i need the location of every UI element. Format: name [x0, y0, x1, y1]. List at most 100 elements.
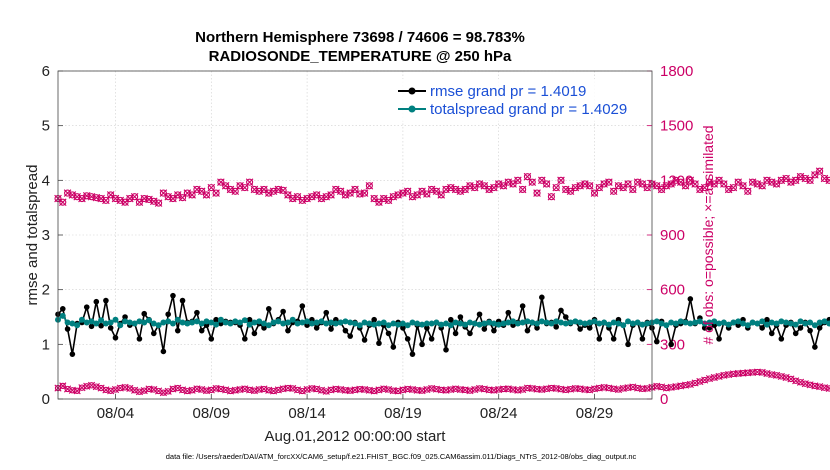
rmse-point: [687, 296, 694, 302]
rmse-point: [409, 351, 416, 357]
totalspread-point: [586, 319, 593, 326]
totalspread-point: [620, 322, 627, 329]
rmse-point: [208, 336, 215, 342]
rmse-point: [371, 316, 377, 323]
totalspread-point: [433, 319, 440, 326]
rmse-point: [448, 316, 454, 323]
obs-possible-point: [815, 167, 824, 176]
totalspread-point: [146, 317, 153, 324]
rmse-point: [179, 297, 186, 304]
totalspread-point: [380, 319, 387, 326]
rmse-point: [577, 326, 583, 332]
rmse-point: [491, 327, 497, 334]
rmse-point: [174, 327, 181, 334]
rmse-line: [57, 295, 830, 355]
totalspread-point: [280, 320, 287, 327]
totalspread-point: [428, 320, 435, 327]
totalspread-point: [663, 322, 670, 329]
rmse-point: [347, 333, 354, 339]
totalspread-point: [797, 318, 804, 325]
chart-title-line-1: Northern Hemisphere 73698 / 74606 = 98.7…: [195, 29, 525, 46]
totalspread-point: [471, 320, 478, 327]
rmse-point: [136, 336, 143, 342]
totalspread-point: [222, 319, 229, 326]
totalspread-point: [246, 321, 253, 328]
obs-possible-point: [365, 182, 374, 190]
totalspread-point: [251, 319, 258, 326]
obs-assimilated-series: [54, 368, 830, 397]
rmse-point: [122, 314, 128, 320]
y-tick-label-right: 1800: [660, 63, 693, 80]
obs-possible-point: [514, 176, 522, 185]
totalspread-point: [768, 319, 775, 326]
totalspread-point: [208, 319, 215, 326]
totalspread-point: [361, 319, 368, 326]
totalspread-point: [112, 316, 119, 323]
totalspread-point: [174, 316, 181, 323]
totalspread-point: [390, 320, 397, 327]
totalspread-point: [807, 319, 814, 326]
obs-possible-point: [552, 183, 560, 192]
totalspread-point: [366, 320, 373, 327]
rmse-point: [524, 327, 531, 334]
totalspread-point: [328, 319, 335, 326]
rmse-point: [596, 336, 603, 342]
totalspread-point: [203, 318, 210, 325]
totalspread-point: [304, 318, 311, 325]
totalspread-point: [787, 320, 794, 327]
rmse-point: [299, 303, 306, 309]
totalspread-point: [519, 319, 526, 326]
rmse-point: [194, 309, 200, 316]
totalspread-point: [438, 321, 445, 328]
totalspread-point: [562, 320, 569, 327]
rmse-point: [400, 325, 406, 331]
totalspread-point: [347, 319, 354, 326]
totalspread-point: [677, 318, 684, 325]
totalspread-point: [672, 320, 679, 327]
rmse-point: [313, 325, 320, 331]
totalspread-point: [557, 319, 564, 326]
rmse-point: [534, 325, 540, 331]
rmse-point: [424, 325, 430, 331]
rmse-point: [428, 336, 435, 342]
obs-possible-point: [260, 185, 268, 194]
rmse-point: [668, 341, 674, 348]
rmse-point: [467, 330, 473, 337]
totalspread-point: [342, 318, 349, 325]
totalspread-point: [505, 319, 512, 326]
totalspread-point: [763, 321, 770, 328]
totalspread-point: [543, 319, 550, 326]
totalspread-point: [730, 319, 737, 326]
y-tick-label-right: 1500: [660, 118, 693, 135]
legend-rmse-label: rmse grand pr = 1.4019: [430, 83, 586, 100]
rmse-point: [151, 330, 157, 337]
obs-possible-point: [59, 198, 67, 206]
totalspread-point: [371, 321, 378, 328]
totalspread-point: [811, 322, 818, 329]
totalspread-point: [337, 319, 344, 326]
rmse-point: [165, 311, 171, 318]
totalspread-point: [447, 322, 454, 329]
totalspread-point: [155, 322, 162, 329]
totalspread-point: [591, 318, 598, 325]
totalspread-point: [538, 318, 545, 325]
rmse-point: [816, 325, 823, 331]
rmse-point: [481, 326, 488, 332]
rmse-point: [112, 334, 119, 341]
totalspread-point: [610, 319, 617, 326]
totalspread-point: [265, 322, 272, 329]
obs-possible-point: [533, 189, 541, 197]
totalspread-point: [332, 320, 339, 327]
obs-possible-point: [518, 185, 527, 194]
totalspread-point: [615, 320, 622, 327]
totalspread-point: [414, 320, 421, 327]
totalspread-point: [308, 320, 315, 327]
totalspread-point: [462, 321, 469, 328]
totalspread-point: [668, 319, 675, 326]
rmse-point: [385, 330, 392, 337]
rmse-point: [443, 347, 449, 353]
totalspread-point: [284, 319, 291, 326]
totalspread-point: [150, 320, 157, 327]
rmse-point: [539, 294, 545, 301]
totalspread-point: [136, 318, 143, 325]
